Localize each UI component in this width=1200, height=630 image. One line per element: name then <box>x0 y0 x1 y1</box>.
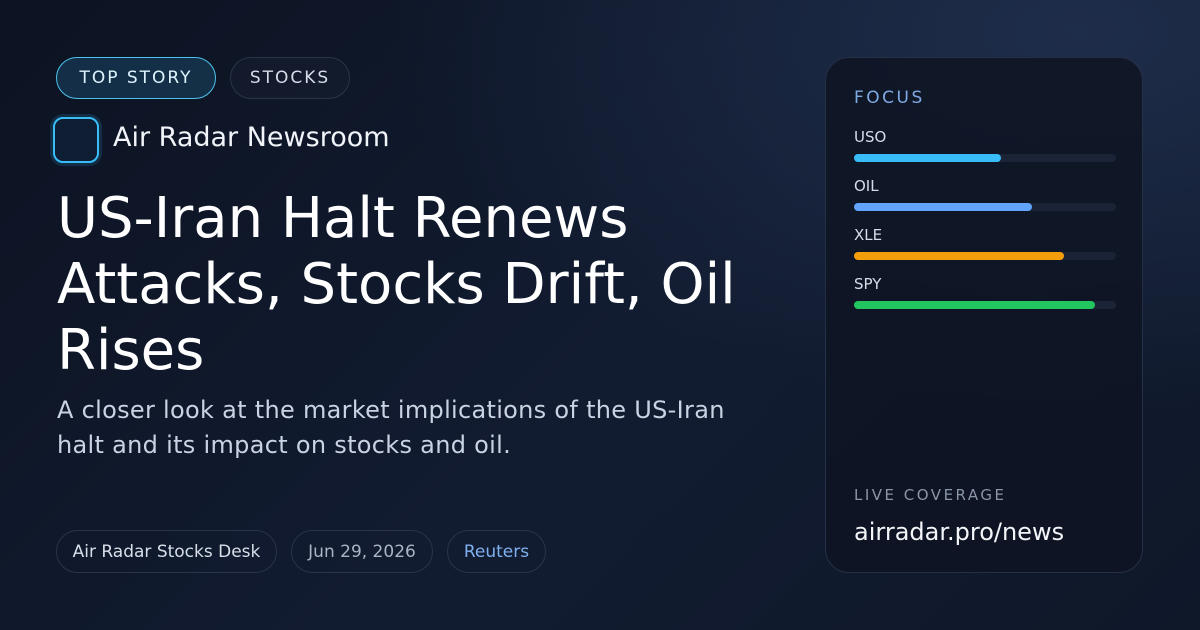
date: Jun 29, 2026 <box>291 530 433 573</box>
footer-label: LIVE COVERAGE <box>854 486 1007 504</box>
brand: Air Radar Newsroom <box>113 122 390 153</box>
tag[interactable]: STOCKS <box>230 57 350 99</box>
author: Air Radar Stocks Desk <box>56 530 277 573</box>
bar <box>854 301 1096 309</box>
logo <box>53 117 99 163</box>
bar <box>854 252 1064 260</box>
summary: A closer look at the market implications… <box>57 396 725 459</box>
footer-url[interactable]: airradar.pro/news <box>854 518 1065 546</box>
bar-label: OIL <box>854 177 879 195</box>
bar <box>854 203 1033 211</box>
headline: US-Iran Halt Renews Attacks, Stocks Drif… <box>57 186 736 383</box>
bar-label: USO <box>854 128 887 146</box>
bar-label: SPY <box>854 275 882 293</box>
tag[interactable]: TOP STORY <box>56 57 216 99</box>
bar <box>854 154 1001 162</box>
panel-title: FOCUS <box>854 88 925 108</box>
source[interactable]: Reuters <box>447 530 546 573</box>
focus-panel: FOCUS LIVE COVERAGE airradar.pro/news US… <box>825 57 1143 573</box>
bar-label: XLE <box>854 226 883 244</box>
